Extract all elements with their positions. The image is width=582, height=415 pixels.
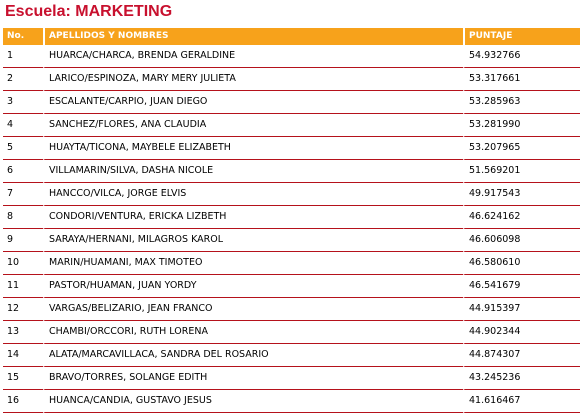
score-cell: 44.874307 [463, 344, 580, 367]
score-cell: 49.917543 [463, 183, 580, 206]
student-name-cell: HUANCA/CANDIA, GUSTAVO JESUS [43, 390, 463, 413]
student-name-cell: CHAMBI/ORCCORI, RUTH LORENA [43, 321, 463, 344]
table-row: 7 HANCCO/VILCA, JORGE ELVIS 49.917543 [3, 183, 580, 206]
row-number-cell: 11 [3, 275, 43, 298]
student-name-cell: SARAYA/HERNANI, MILAGROS KAROL [43, 229, 463, 252]
row-number-cell: 4 [3, 114, 43, 137]
score-cell: 53.285963 [463, 91, 580, 114]
score-cell: 46.541679 [463, 275, 580, 298]
student-name-cell: VILLAMARIN/SILVA, DASHA NICOLE [43, 160, 463, 183]
table-row: 13 CHAMBI/ORCCORI, RUTH LORENA 44.902344 [3, 321, 580, 344]
table-row: 2 LARICO/ESPINOZA, MARY MERY JULIETA 53.31… [3, 68, 580, 91]
row-number-cell: 2 [3, 68, 43, 91]
table-row: 4 SANCHEZ/FLORES, ANA CLAUDIA 53.281990 [3, 114, 580, 137]
row-number-cell: 1 [3, 45, 43, 68]
student-name-cell: VARGAS/BELIZARIO, JEAN FRANCO [43, 298, 463, 321]
student-name-cell: HANCCO/VILCA, JORGE ELVIS [43, 183, 463, 206]
student-name-cell: BRAVO/TORRES, SOLANGE EDITH [43, 367, 463, 390]
column-header-name: APELLIDOS Y NOMBRES [43, 28, 463, 45]
table-row: 11 PASTOR/HUAMAN, JUAN YORDY 46.541679 [3, 275, 580, 298]
table-row: 14 ALATA/MARCAVILLACA, SANDRA DEL ROSARIO… [3, 344, 580, 367]
student-name-cell: ALATA/MARCAVILLACA, SANDRA DEL ROSARIO [43, 344, 463, 367]
table-row: 6 VILLAMARIN/SILVA, DASHA NICOLE 51.569201 [3, 160, 580, 183]
table-row: 9 SARAYA/HERNANI, MILAGROS KAROL 46.606098 [3, 229, 580, 252]
row-number-cell: 5 [3, 137, 43, 160]
row-number-cell: 13 [3, 321, 43, 344]
table-row: 1 HUARCA/CHARCA, BRENDA GERALDINE 54.93276… [3, 45, 580, 68]
row-number-cell: 10 [3, 252, 43, 275]
score-cell: 46.624162 [463, 206, 580, 229]
row-number-cell: 3 [3, 91, 43, 114]
page-title: Escuela: MARKETING [5, 3, 173, 20]
student-name-cell: ESCALANTE/CARPIO, JUAN DIEGO [43, 91, 463, 114]
row-number-cell: 6 [3, 160, 43, 183]
table-row: 16 HUANCA/CANDIA, GUSTAVO JESUS 41.616467 [3, 390, 580, 413]
row-number-cell: 8 [3, 206, 43, 229]
results-table-body: 1 HUARCA/CHARCA, BRENDA GERALDINE 54.93276… [3, 45, 580, 413]
column-header-score: PUNTAJE [463, 28, 580, 45]
row-number-cell: 16 [3, 390, 43, 413]
table-row: 3 ESCALANTE/CARPIO, JUAN DIEGO 53.285963 [3, 91, 580, 114]
student-name-cell: CONDORI/VENTURA, ERICKA LIZBETH [43, 206, 463, 229]
student-name-cell: PASTOR/HUAMAN, JUAN YORDY [43, 275, 463, 298]
score-cell: 44.902344 [463, 321, 580, 344]
score-cell: 51.569201 [463, 160, 580, 183]
table-row: 5 HUAYTA/TICONA, MAYBELE ELIZABETH 53.2079… [3, 137, 580, 160]
row-number-cell: 9 [3, 229, 43, 252]
table-row: 10 MARIN/HUAMANI, MAX TIMOTEO 46.580610 [3, 252, 580, 275]
results-table: No. APELLIDOS Y NOMBRES PUNTAJE 1 HUARCA/… [3, 28, 580, 413]
score-cell: 53.281990 [463, 114, 580, 137]
row-number-cell: 7 [3, 183, 43, 206]
score-cell: 43.245236 [463, 367, 580, 390]
score-cell: 46.580610 [463, 252, 580, 275]
table-row: 8 CONDORI/VENTURA, ERICKA LIZBETH 46.62416… [3, 206, 580, 229]
table-row: 12 VARGAS/BELIZARIO, JEAN FRANCO 44.915397 [3, 298, 580, 321]
student-name-cell: LARICO/ESPINOZA, MARY MERY JULIETA [43, 68, 463, 91]
student-name-cell: SANCHEZ/FLORES, ANA CLAUDIA [43, 114, 463, 137]
table-header-row: No. APELLIDOS Y NOMBRES PUNTAJE [3, 28, 580, 45]
student-name-cell: HUARCA/CHARCA, BRENDA GERALDINE [43, 45, 463, 68]
score-cell: 54.932766 [463, 45, 580, 68]
score-cell: 53.207965 [463, 137, 580, 160]
table-row: 15 BRAVO/TORRES, SOLANGE EDITH 43.245236 [3, 367, 580, 390]
row-number-cell: 14 [3, 344, 43, 367]
score-cell: 53.317661 [463, 68, 580, 91]
row-number-cell: 15 [3, 367, 43, 390]
score-cell: 41.616467 [463, 390, 580, 413]
student-name-cell: MARIN/HUAMANI, MAX TIMOTEO [43, 252, 463, 275]
score-cell: 44.915397 [463, 298, 580, 321]
column-header-no: No. [3, 28, 43, 45]
score-cell: 46.606098 [463, 229, 580, 252]
row-number-cell: 12 [3, 298, 43, 321]
student-name-cell: HUAYTA/TICONA, MAYBELE ELIZABETH [43, 137, 463, 160]
